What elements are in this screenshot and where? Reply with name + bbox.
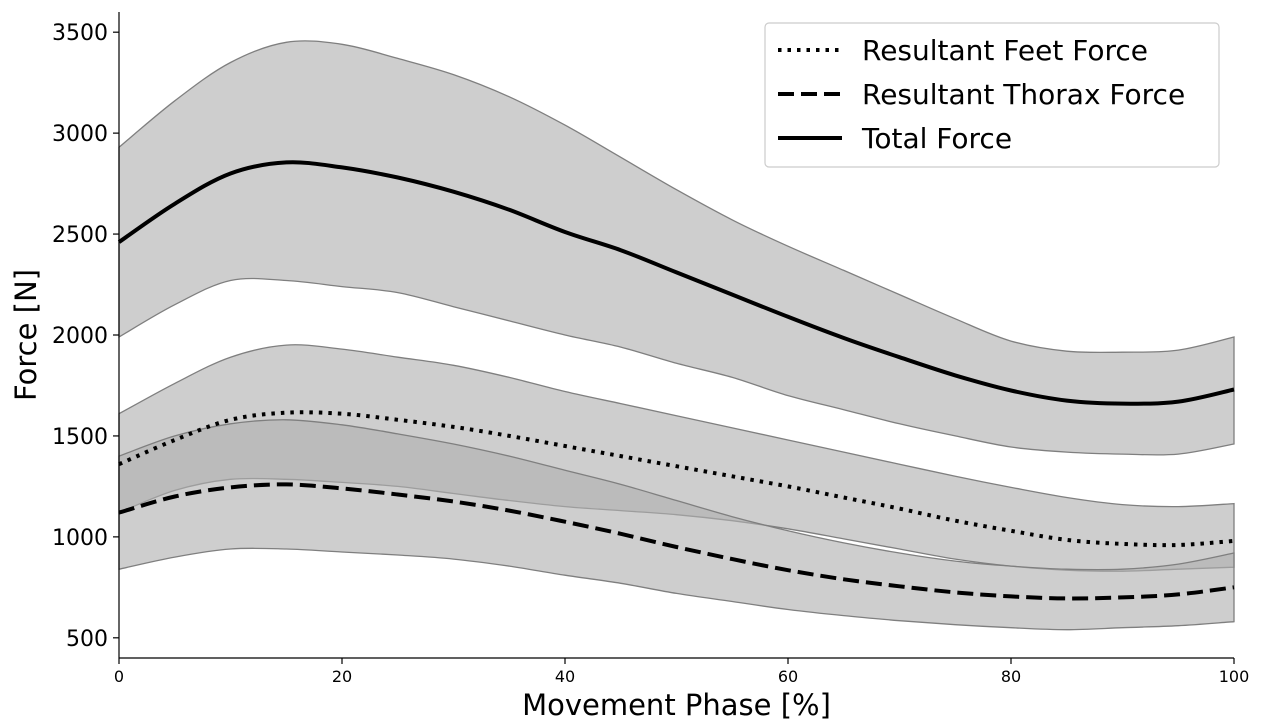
x-tick-label: 40 xyxy=(555,667,575,686)
line-resultant-thorax-force xyxy=(118,482,1235,601)
y-tick-label: 2000 xyxy=(52,324,108,349)
line-total-force xyxy=(117,160,1235,406)
legend-label-total-force: Total Force xyxy=(861,122,1012,155)
series-lines xyxy=(117,160,1235,601)
legend-label-resultant-feet-force: Resultant Feet Force xyxy=(862,34,1148,67)
y-axis-title: Force [N] xyxy=(9,269,43,401)
x-tick-label: 80 xyxy=(1001,667,1021,686)
y-tick-label: 3500 xyxy=(52,21,108,46)
y-tick-label: 1500 xyxy=(52,425,108,450)
band-total-force xyxy=(118,40,1235,456)
y-tick-label: 1000 xyxy=(52,526,108,551)
y-tick-label: 2500 xyxy=(52,223,108,248)
y-tick-label: 500 xyxy=(66,627,108,652)
x-tick-label: 0 xyxy=(114,667,124,686)
legend-label-resultant-thorax-force: Resultant Thorax Force xyxy=(862,78,1185,111)
x-tick-label: 60 xyxy=(778,667,798,686)
legend-box xyxy=(764,22,1220,168)
line-resultant-feet-force xyxy=(118,410,1235,548)
x-tick-label: 20 xyxy=(332,667,352,686)
x-tick-label: 100 xyxy=(1219,667,1250,686)
confidence-bands xyxy=(118,40,1235,631)
x-axis-title: Movement Phase [%] xyxy=(522,688,831,721)
y-tick-label: 3000 xyxy=(52,122,108,147)
ticks: 0 20 40 60 80 100 500 1000 1500 2000 2500 3000 3500 xyxy=(52,21,1249,686)
band-resultant-thorax-force xyxy=(118,419,1235,631)
legend: Resultant Feet Force Resultant Thorax For… xyxy=(764,22,1220,168)
